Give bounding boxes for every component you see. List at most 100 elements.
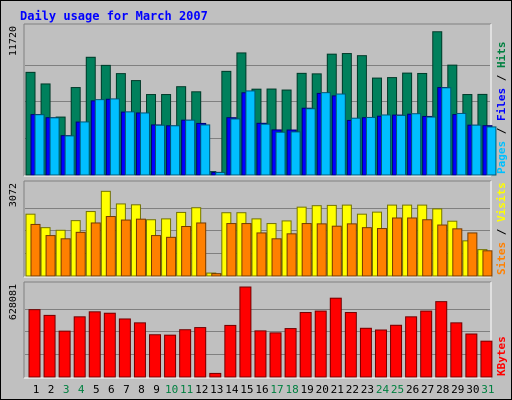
- bar-sites-day-17: [271, 238, 282, 277]
- panel-1-legend-entry-2: /: [495, 121, 508, 141]
- bar-sites-day-16: [256, 232, 267, 277]
- bar-pages-day-11: [185, 119, 196, 176]
- bar-pages-day-20: [320, 92, 331, 176]
- bar-pages-day-28: [441, 87, 452, 176]
- bar-kbytes-day-30: [465, 333, 478, 378]
- bar-pages-day-22: [350, 117, 361, 176]
- bar-pages-day-12: [200, 124, 211, 176]
- bar-kbytes-day-17: [269, 332, 282, 378]
- bar-sites-day-22: [346, 223, 357, 277]
- bar-kbytes-day-25: [390, 324, 403, 378]
- x-tick-label-2: 2: [48, 383, 55, 396]
- x-tick-label-20: 20: [316, 383, 329, 396]
- bar-sites-day-15: [241, 223, 252, 277]
- bar-kbytes-day-6: [103, 312, 116, 378]
- bar-sites-day-27: [422, 219, 433, 277]
- bar-kbytes-day-2: [43, 314, 56, 378]
- bar-kbytes-day-10: [164, 334, 177, 378]
- x-tick-label-10: 10: [165, 383, 178, 396]
- bar-kbytes-day-20: [314, 310, 327, 378]
- x-tick-label-24: 24: [376, 383, 390, 396]
- bar-pages-day-1: [34, 114, 45, 176]
- panel-2-legend-entry-2: /: [495, 222, 508, 242]
- bar-kbytes-day-19: [299, 312, 312, 378]
- x-tick-label-6: 6: [108, 383, 115, 396]
- panel-3-max-label: 628081: [8, 284, 19, 320]
- bar-pages-day-29: [456, 112, 467, 176]
- bar-pages-day-26: [411, 113, 422, 176]
- bar-sites-day-3: [60, 238, 71, 277]
- panel-2-legend-entry-3: Visits: [495, 182, 508, 222]
- bar-sites-day-2: [45, 235, 56, 277]
- bar-pages-day-8: [139, 112, 150, 176]
- x-tick-label-23: 23: [361, 383, 374, 396]
- bar-sites-day-19: [301, 223, 312, 277]
- x-tick-label-22: 22: [346, 383, 359, 396]
- bar-pages-day-7: [124, 111, 135, 176]
- panel-1-legend-entry-3: Files: [495, 88, 508, 121]
- x-tick-label-9: 9: [153, 383, 160, 396]
- bar-sites-day-6: [105, 216, 116, 277]
- bar-sites-day-25: [392, 217, 403, 277]
- bar-pages-day-13: [215, 172, 226, 176]
- bar-kbytes-day-13: [209, 372, 222, 378]
- bar-sites-day-18: [286, 233, 297, 277]
- bar-pages-day-25: [396, 114, 407, 176]
- bar-kbytes-day-22: [344, 312, 357, 378]
- bar-sites-day-29: [452, 228, 463, 277]
- bar-pages-day-5: [94, 99, 105, 176]
- bar-kbytes-day-4: [73, 316, 86, 378]
- bar-pages-day-9: [155, 124, 166, 176]
- bar-kbytes-day-26: [405, 316, 418, 378]
- x-tick-label-16: 16: [255, 383, 268, 396]
- x-tick-label-30: 30: [466, 383, 479, 396]
- bar-sites-day-26: [407, 217, 418, 277]
- bar-sites-day-21: [331, 225, 342, 277]
- bar-sites-day-8: [135, 218, 146, 277]
- bar-sites-day-1: [30, 223, 41, 277]
- bar-kbytes-day-1: [28, 309, 41, 378]
- bar-sites-day-12: [196, 222, 207, 277]
- bar-kbytes-day-28: [435, 301, 448, 378]
- x-tick-label-31: 31: [481, 383, 494, 396]
- bar-sites-day-23: [361, 227, 372, 277]
- bar-pages-day-16: [260, 123, 271, 176]
- bar-pages-day-18: [290, 131, 301, 176]
- bar-kbytes-day-7: [118, 318, 131, 378]
- x-tick-label-13: 13: [210, 383, 223, 396]
- bar-pages-day-21: [335, 93, 346, 176]
- bar-sites-day-4: [75, 231, 86, 277]
- panel-1-max-label: 11720: [8, 26, 19, 56]
- bar-sites-day-7: [120, 219, 131, 277]
- bar-pages-day-19: [305, 108, 316, 176]
- panel-2-max-label: 3072: [8, 183, 19, 207]
- bar-kbytes-day-24: [374, 329, 387, 378]
- bar-kbytes-day-11: [179, 329, 192, 378]
- x-tick-label-21: 21: [331, 383, 344, 396]
- panel-1-legend-entry-1: Pages: [495, 141, 508, 174]
- bar-pages-day-6: [109, 98, 120, 176]
- bar-kbytes-day-18: [284, 328, 297, 378]
- x-tick-label-14: 14: [225, 383, 239, 396]
- panel-2-legend-entry-1: Sites: [495, 242, 508, 275]
- x-tick-label-4: 4: [78, 383, 85, 396]
- x-tick-label-18: 18: [285, 383, 298, 396]
- x-tick-label-25: 25: [391, 383, 404, 396]
- bar-kbytes-day-3: [58, 330, 71, 378]
- bar-pages-day-30: [471, 124, 482, 176]
- x-tick-label-19: 19: [301, 383, 314, 396]
- bar-pages-day-27: [426, 116, 437, 176]
- x-tick-label-26: 26: [406, 383, 419, 396]
- bar-sites-day-10: [166, 236, 177, 277]
- x-tick-label-3: 3: [63, 383, 70, 396]
- x-tick-label-7: 7: [123, 383, 130, 396]
- bar-kbytes-day-21: [329, 297, 342, 378]
- bar-kbytes-day-12: [194, 327, 207, 378]
- bar-sites-day-24: [376, 228, 387, 277]
- bar-sites-day-5: [90, 222, 101, 277]
- x-tick-label-8: 8: [138, 383, 145, 396]
- bar-kbytes-day-23: [359, 327, 372, 378]
- bar-kbytes-day-29: [450, 322, 463, 378]
- bar-sites-day-9: [151, 235, 162, 277]
